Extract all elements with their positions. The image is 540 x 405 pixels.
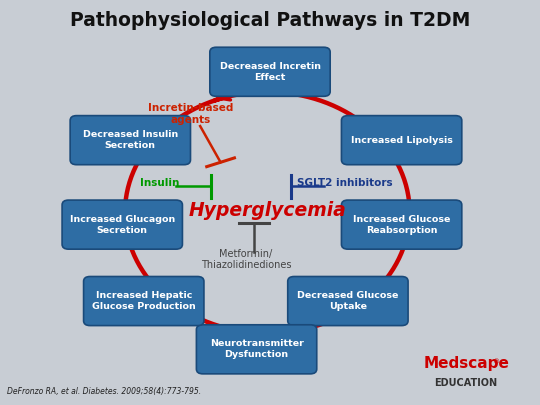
Text: EDUCATION: EDUCATION bbox=[435, 377, 498, 388]
FancyBboxPatch shape bbox=[197, 325, 317, 374]
FancyBboxPatch shape bbox=[70, 115, 191, 165]
Text: Increased Glucose
Reabsorption: Increased Glucose Reabsorption bbox=[353, 215, 450, 234]
FancyBboxPatch shape bbox=[341, 115, 462, 165]
Text: Decreased Glucose
Uptake: Decreased Glucose Uptake bbox=[297, 291, 399, 311]
Text: Increased Glucagon
Secretion: Increased Glucagon Secretion bbox=[70, 215, 175, 234]
Text: DeFronzo RA, et al. Diabetes. 2009;58(4):773-795.: DeFronzo RA, et al. Diabetes. 2009;58(4)… bbox=[7, 387, 201, 396]
Text: Pathophysiological Pathways in T2DM: Pathophysiological Pathways in T2DM bbox=[70, 11, 470, 30]
Text: Medscape: Medscape bbox=[423, 356, 509, 371]
FancyBboxPatch shape bbox=[210, 47, 330, 96]
Text: Increased Lipolysis: Increased Lipolysis bbox=[350, 136, 453, 145]
Text: Insulin: Insulin bbox=[140, 178, 180, 188]
Text: Decreased Incretin
Effect: Decreased Incretin Effect bbox=[219, 62, 321, 82]
FancyBboxPatch shape bbox=[341, 200, 462, 249]
Text: Incretin-based
agents: Incretin-based agents bbox=[148, 103, 233, 125]
Text: SGLT2 inhibitors: SGLT2 inhibitors bbox=[298, 178, 393, 188]
Text: Increased Hepatic
Glucose Production: Increased Hepatic Glucose Production bbox=[92, 291, 195, 311]
Text: Metformin/
Thiazolidinediones: Metformin/ Thiazolidinediones bbox=[200, 249, 291, 271]
Text: ®: ® bbox=[493, 359, 500, 365]
Text: Neurotransmitter
Dysfunction: Neurotransmitter Dysfunction bbox=[210, 339, 303, 359]
Text: Decreased Insulin
Secretion: Decreased Insulin Secretion bbox=[83, 130, 178, 150]
FancyBboxPatch shape bbox=[84, 277, 204, 326]
FancyBboxPatch shape bbox=[288, 277, 408, 326]
FancyBboxPatch shape bbox=[62, 200, 183, 249]
Text: Hyperglycemia: Hyperglycemia bbox=[188, 201, 346, 220]
